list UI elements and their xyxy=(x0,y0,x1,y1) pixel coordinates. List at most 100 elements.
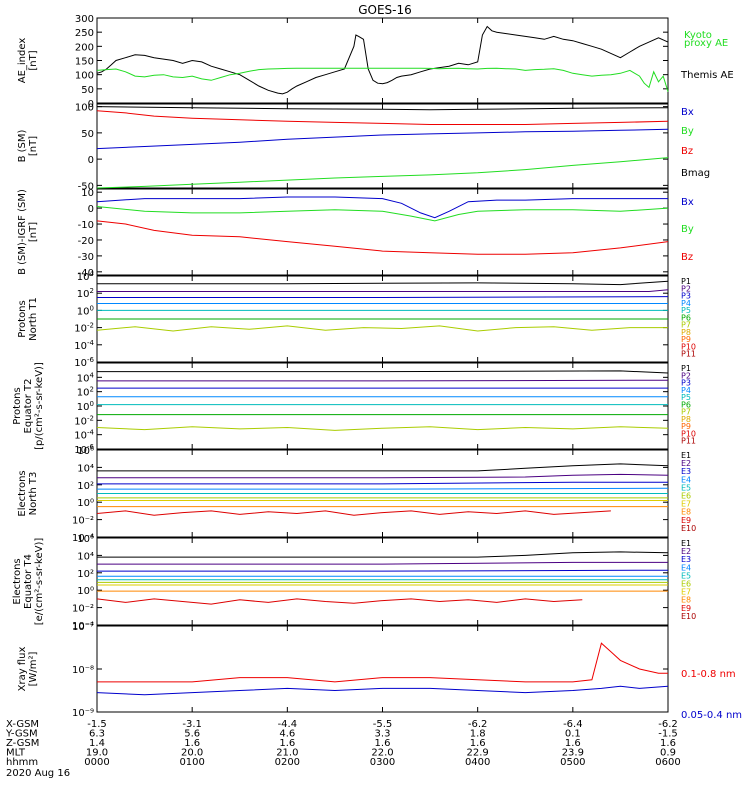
series-e2 xyxy=(97,473,669,479)
orbit-value: 20.0 xyxy=(181,748,203,759)
y-tick-label: -40 xyxy=(78,268,94,279)
series-p3 xyxy=(97,296,669,298)
y-tick-label: 100 xyxy=(77,304,94,317)
orbit-value: -1.5 xyxy=(658,729,678,740)
legend-label: Bx xyxy=(681,107,694,118)
panel-frame xyxy=(96,537,669,626)
y-tick-label: -30 xyxy=(78,252,94,263)
series-bx xyxy=(96,128,669,150)
orbit-value: 0.9 xyxy=(660,748,676,759)
y-tick-label: 300 xyxy=(75,14,94,25)
series-e9 xyxy=(96,598,583,605)
y-axis-label: Protons xyxy=(17,300,28,337)
y-tick-label: -10 xyxy=(78,220,94,231)
legend-label: P11 xyxy=(681,437,696,446)
legend-label: E4 xyxy=(681,475,691,484)
orbit-value: 0400 xyxy=(465,757,490,768)
panel-protons_north_t1: 104 102 100 10-2 10-4 10-6 Protons North T1 P1P2… xyxy=(17,270,696,369)
legend-label: Bz xyxy=(681,146,693,157)
legend-label: P3 xyxy=(681,379,691,388)
y-tick-label: 50 xyxy=(81,85,94,96)
orbit-value: 1.6 xyxy=(660,738,676,749)
y-tick-label: 0 xyxy=(88,99,94,110)
legend-label: E8 xyxy=(681,596,691,605)
orbit-value: -3.1 xyxy=(182,719,202,730)
orbit-row-label: Z-GSM xyxy=(6,738,39,749)
y-tick-label: 10⁻² xyxy=(72,604,94,615)
orbit-value: 22.9 xyxy=(467,748,489,759)
y-tick-label: 10-6 xyxy=(74,356,94,369)
legend-label: E1 xyxy=(681,539,691,548)
orbit-value: -6.4 xyxy=(563,719,583,730)
legend-label: E2 xyxy=(681,459,691,468)
panel-frame xyxy=(96,103,669,189)
y-tick-label: 200 xyxy=(75,42,94,53)
y-axis-label: Equator T4 xyxy=(23,554,34,609)
orbit-row-label: X-GSM xyxy=(6,719,39,730)
legend-label: E7 xyxy=(681,588,691,597)
series-e3 xyxy=(97,481,668,485)
y-tick-label: -50 xyxy=(78,181,94,192)
legend-label: P8 xyxy=(681,328,691,337)
orbit-value: 3.3 xyxy=(375,729,391,740)
legend-label: E9 xyxy=(681,516,691,525)
legend-label: P6 xyxy=(681,400,691,409)
date-label: 2020 Aug 16 xyxy=(6,768,70,779)
series-e9 xyxy=(96,510,611,516)
y-axis-label: Xray flux xyxy=(17,647,28,692)
orbit-value: 1.6 xyxy=(470,738,486,749)
legend-label: Themis AE xyxy=(680,70,734,81)
y-tick-label: 10⁻⁹ xyxy=(72,708,94,719)
legend-label: proxy AE xyxy=(684,38,728,49)
y-tick-label: 50 xyxy=(81,129,94,140)
orbit-value: 0000 xyxy=(84,757,109,768)
legend-label: E5 xyxy=(681,571,691,580)
orbit-value: 0100 xyxy=(179,757,204,768)
legend-label: E3 xyxy=(681,555,691,564)
y-tick-label: 10² xyxy=(77,481,94,492)
orbit-value: -4.4 xyxy=(278,719,298,730)
series-e1 xyxy=(97,463,669,472)
legend-label: P7 xyxy=(681,321,691,330)
series-0-05-0-4-nm xyxy=(96,685,669,696)
series-e3 xyxy=(97,569,669,572)
legend-label: P11 xyxy=(681,350,696,359)
legend-label: P1 xyxy=(681,364,691,373)
y-tick-label: 250 xyxy=(75,28,94,39)
orbit-value: 4.6 xyxy=(279,729,295,740)
y-axis-label: Electrons xyxy=(12,558,23,604)
legend-label: P10 xyxy=(681,429,696,438)
y-tick-label: 10⁻⁷ xyxy=(72,622,94,633)
orbit-value: 1.6 xyxy=(184,738,200,749)
legend-label: 0.1-0.8 nm xyxy=(681,669,736,680)
y-axis-label: Electrons xyxy=(17,470,28,516)
legend-label: E5 xyxy=(681,483,691,492)
series-bz xyxy=(96,220,669,255)
y-tick-label: 10-4 xyxy=(74,429,94,442)
legend-label: E10 xyxy=(681,612,696,621)
legend-label: P2 xyxy=(681,284,691,293)
y-tick-label: 10⁻² xyxy=(72,516,94,527)
legend-label: E10 xyxy=(681,524,696,533)
panel-frame xyxy=(96,362,669,450)
legend-label: Bz xyxy=(681,252,693,263)
y-tick-label: 10-4 xyxy=(74,339,94,352)
y-tick-label: 150 xyxy=(75,57,94,68)
legend-label: P8 xyxy=(681,415,691,424)
series-by xyxy=(96,157,669,189)
panel-ae_index: 300 250 200 150 100 50 0 AE_index [nT] Kyotoproxy… xyxy=(17,14,734,110)
orbit-value: 1.6 xyxy=(565,738,581,749)
y-tick-label: 104 xyxy=(77,270,95,283)
series-e2 xyxy=(97,561,668,565)
legend-label: E6 xyxy=(681,580,691,589)
series-bz xyxy=(96,110,669,125)
legend-label: By xyxy=(681,224,694,235)
y-tick-label: 0 xyxy=(88,204,94,215)
y-axis-label: B (SM)-IGRF (SM) xyxy=(17,189,28,275)
y-tick-label: 10-6 xyxy=(74,443,94,456)
orbit-value: 5.6 xyxy=(184,729,200,740)
y-axis-label: [p/(cm²-s-sr-keV)] xyxy=(34,362,45,450)
orbit-value: 1.6 xyxy=(375,738,391,749)
